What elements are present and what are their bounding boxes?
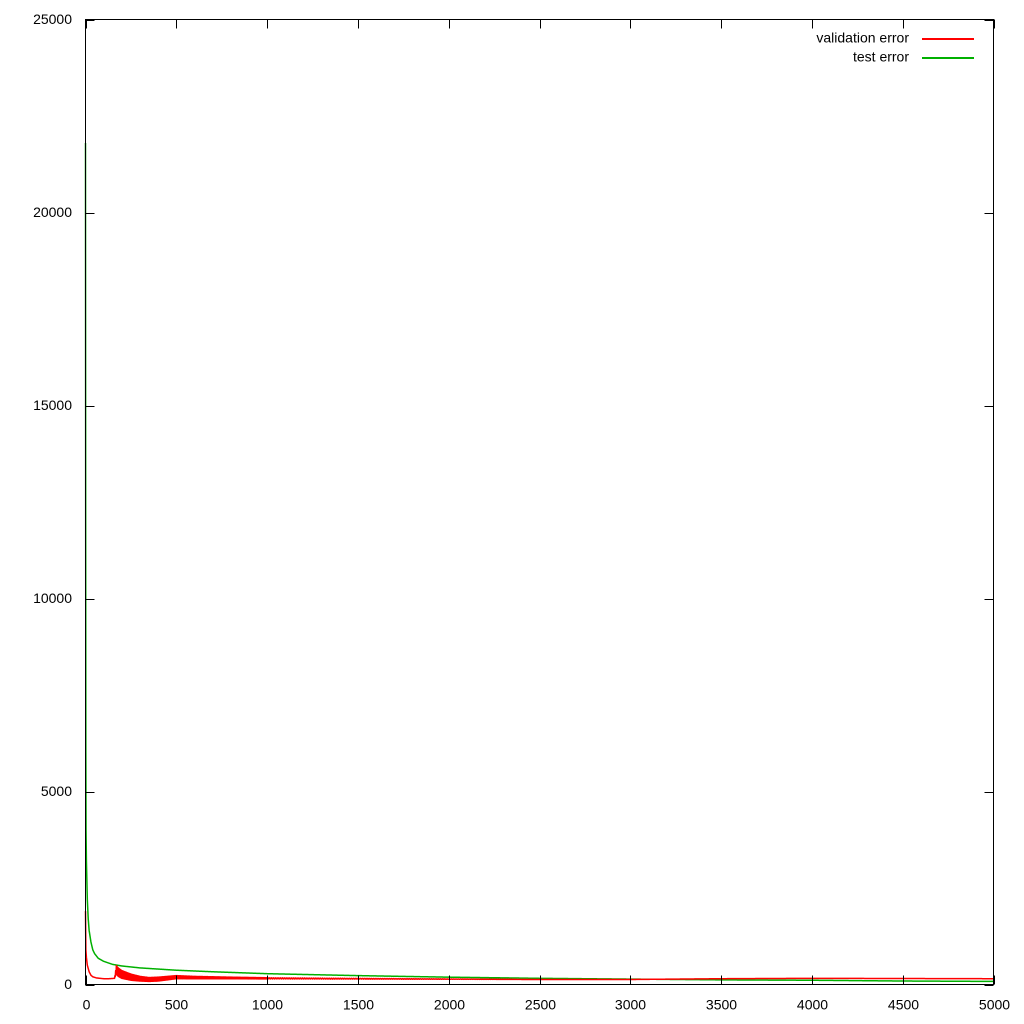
legend-label: validation error: [816, 30, 909, 46]
x-tick-label: 4000: [797, 997, 828, 1013]
x-tick-label: 2000: [434, 997, 465, 1013]
x-tick-label: 5000: [979, 997, 1010, 1013]
series-layer: [84, 143, 994, 983]
y-tick-label: 25000: [33, 11, 72, 27]
y-tick-label: 15000: [33, 397, 72, 413]
x-tick-label: 2500: [525, 997, 556, 1013]
x-tick-label: 3500: [706, 997, 737, 1013]
x-tick-label: 3000: [615, 997, 646, 1013]
y-tick-label: 10000: [33, 590, 72, 606]
y-tick-label: 5000: [41, 783, 72, 799]
legend-label: test error: [853, 49, 909, 65]
y-tick-label: 0: [64, 976, 72, 992]
tick-layer: 0 500 1000 1500 2000 2500 3000 3500 4000 4500 5000…: [33, 11, 1010, 1013]
series-line-validation-error: [84, 911, 994, 983]
x-tick-label: 1500: [343, 997, 374, 1013]
x-tick-label: 1000: [252, 997, 283, 1013]
x-tick-label: 500: [165, 997, 189, 1013]
y-tick-label: 20000: [33, 204, 72, 220]
x-tick-label: 4500: [888, 997, 919, 1013]
series-line-test-error: [84, 143, 994, 983]
x-tick-label: 0: [83, 997, 91, 1013]
legend: validation error test error: [816, 30, 974, 65]
plot-frame: [85, 19, 994, 985]
